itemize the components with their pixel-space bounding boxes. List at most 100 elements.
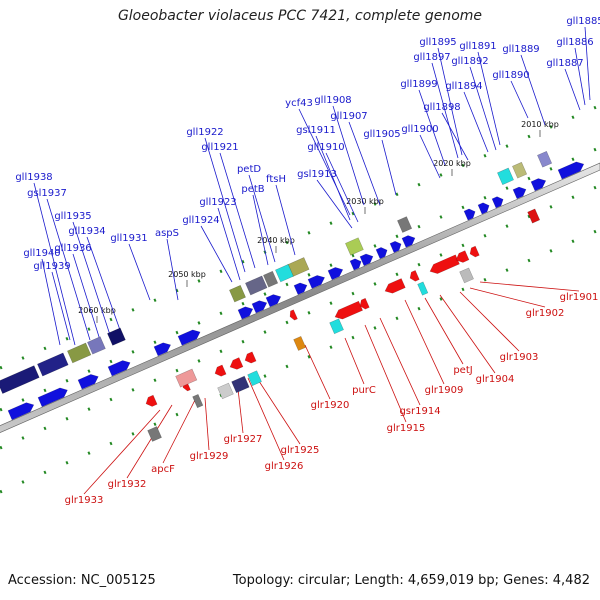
tick-mark [285, 282, 289, 287]
leader-line [441, 112, 469, 161]
feature-block [229, 284, 246, 303]
gene-label-gll1923: gll1923 [199, 197, 236, 208]
tick-mark [87, 451, 91, 455]
leader-line [437, 47, 463, 156]
forward-gene-arrow [349, 258, 362, 271]
feature-block [345, 237, 364, 256]
gene-label-gll1890: gll1890 [492, 70, 529, 81]
tick-mark [307, 273, 311, 277]
feature-block [247, 370, 262, 387]
tick-mark [87, 327, 91, 331]
gene-label-gll1938: gll1938 [15, 172, 52, 183]
gene-label-glr1909: glr1909 [425, 385, 464, 396]
feature-block [87, 336, 106, 355]
leader-line [72, 253, 101, 341]
forward-gene-arrow [37, 387, 68, 408]
leader-line [304, 344, 331, 400]
gene-label-gll1889: gll1889 [502, 44, 539, 55]
tick-mark [527, 134, 531, 139]
leader-line [204, 397, 210, 451]
leader-line [459, 291, 520, 352]
gene-label-gll1887: gll1887 [546, 58, 583, 69]
forward-gene-arrow [251, 300, 268, 314]
forward-gene-arrow [7, 402, 35, 421]
leader-line [469, 66, 497, 151]
tick-mark [571, 115, 575, 120]
tick-mark [395, 272, 399, 277]
tick-mark [109, 441, 113, 446]
tick-mark [65, 378, 69, 383]
gene-label-gll1885: gll1885 [566, 16, 600, 27]
leader-line [86, 236, 121, 331]
gene-label-glr1903: glr1903 [500, 352, 539, 363]
leader-line [419, 134, 441, 179]
tick-mark [373, 326, 377, 330]
leader-line [252, 194, 269, 266]
tick-mark [219, 269, 223, 274]
feature-block [293, 336, 307, 351]
feature-block [67, 342, 92, 364]
leader-line [348, 121, 381, 206]
forward-gene-arrow [265, 294, 282, 308]
tick-mark [109, 359, 113, 364]
tick-mark [21, 436, 25, 440]
gene-label-gll1921: gll1921 [201, 142, 238, 153]
genome-summary: Topology: circular; Length: 4,659,019 bp… [232, 573, 590, 588]
tick-mark [43, 346, 47, 351]
tick-marks [0, 105, 597, 494]
leader-line [424, 297, 464, 365]
leader-line [510, 80, 529, 119]
forward-gene-arrow [491, 196, 504, 209]
leader-line [200, 225, 233, 283]
tick-mark [549, 125, 553, 129]
gene-label-gsl1937: gsl1937 [27, 188, 67, 199]
tick-mark [109, 397, 113, 402]
gene-label-gsl1913: gsl1913 [297, 169, 337, 180]
leader-line [418, 89, 446, 166]
leader-line [72, 221, 111, 336]
forward-gene-arrow [293, 282, 308, 295]
tick-mark [87, 369, 91, 373]
feature-block [245, 275, 268, 296]
tick-mark [351, 253, 355, 258]
reverse-gene-arrow [409, 270, 420, 282]
gene-label-gsr1914: gsr1914 [399, 406, 440, 417]
kbp-label: 2060 kbp [78, 306, 116, 315]
tick-mark [571, 195, 575, 200]
tick-mark [593, 185, 597, 190]
feature-block [147, 426, 162, 442]
tick-mark [285, 240, 289, 245]
leader-line [439, 294, 496, 374]
tick-mark [461, 287, 465, 292]
gene-label-gll1939: gll1939 [33, 261, 70, 272]
reverse-gene-arrow [359, 297, 370, 310]
genome-backbone [0, 162, 600, 433]
feature-block [527, 208, 541, 224]
tick-mark [285, 364, 289, 369]
leader-line [477, 51, 501, 146]
gene-label-gll1897: gll1897 [413, 52, 450, 63]
tick-mark [263, 374, 267, 378]
tick-mark [197, 359, 201, 363]
tick-mark [0, 445, 3, 450]
leader-line [332, 105, 365, 206]
tick-mark [417, 262, 421, 267]
gene-label-gll1895: gll1895 [419, 37, 456, 48]
reverse-gene-arrow [334, 300, 363, 320]
forward-gene-arrow [463, 208, 476, 221]
tick-mark [131, 388, 135, 392]
feature-block [459, 267, 474, 284]
leader-line [298, 108, 351, 216]
tick-mark [175, 330, 179, 335]
leader-line [128, 243, 151, 301]
gene-label-glr1902: glr1902 [526, 308, 565, 319]
gene-label-gll1891: gll1891 [459, 41, 496, 52]
tick-mark [439, 215, 443, 219]
tick-mark [329, 221, 333, 225]
kbp-label: 2050 kbp [168, 270, 206, 279]
tick-mark [571, 157, 575, 162]
tick-mark [153, 422, 157, 426]
feature-block [512, 161, 528, 179]
forward-gene-arrow [153, 342, 172, 357]
